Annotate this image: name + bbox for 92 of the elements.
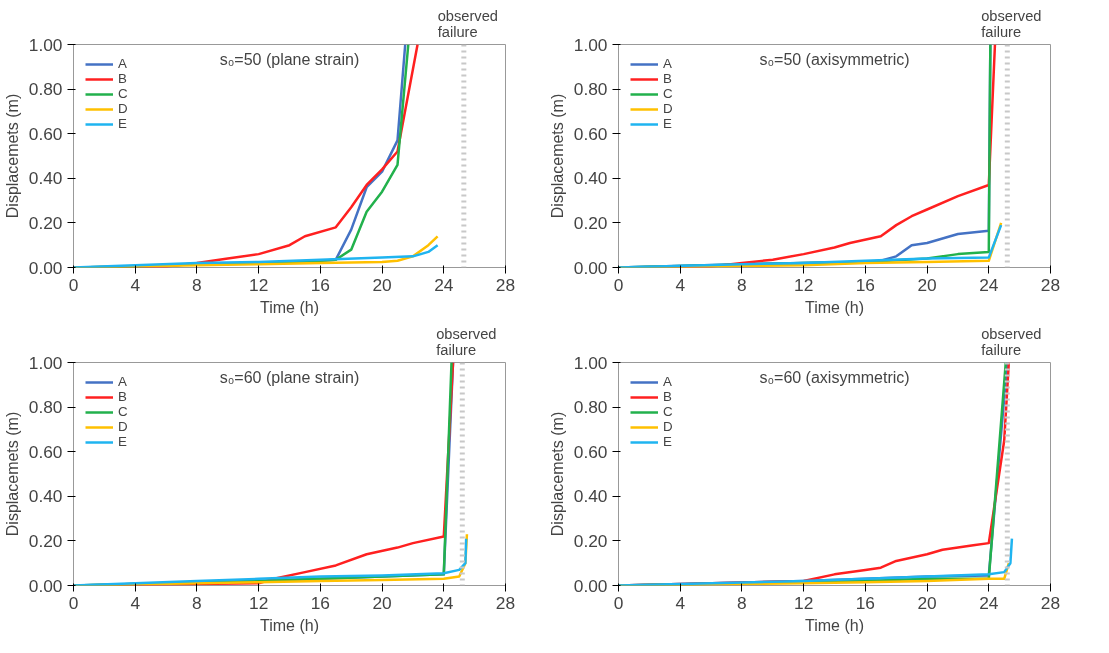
y-axis-title: Displacemets (m) <box>3 93 21 219</box>
y-axis-title: Displacemets (m) <box>548 411 566 537</box>
y-tick-label: 0.60 <box>28 441 63 462</box>
legend-label: C <box>118 86 129 101</box>
x-tick-label: 24 <box>979 592 999 613</box>
x-tick-label: 28 <box>495 592 516 613</box>
legend-label: C <box>118 404 129 419</box>
x-tick-label: 4 <box>130 592 141 613</box>
x-tick-label: 16 <box>855 592 875 613</box>
y-axis-title: Displacemets (m) <box>548 93 566 219</box>
x-tick-label: 12 <box>249 592 269 613</box>
chart-title: s₀=60 (axisymmetric) <box>759 368 910 386</box>
chart-title: s₀=60 (plane strain) <box>219 368 360 386</box>
x-tick-label: 16 <box>310 592 330 613</box>
x-tick-label: 24 <box>979 274 999 295</box>
ref-line-label: observed failure <box>436 325 497 358</box>
legend-label: A <box>663 56 673 71</box>
x-tick-label: 0 <box>68 592 79 613</box>
ref-line-label: observed failure <box>437 7 498 40</box>
x-tick-label: 20 <box>917 274 937 295</box>
x-tick-label: 4 <box>675 592 686 613</box>
y-tick-label: 0.80 <box>28 79 63 100</box>
legend-label: D <box>663 419 674 434</box>
legend-label: E <box>118 116 128 131</box>
y-tick-label: 0.80 <box>573 79 608 100</box>
y-tick-label: 0.20 <box>28 212 63 233</box>
x-tick-label: 12 <box>794 274 814 295</box>
legend-label: B <box>118 389 128 404</box>
y-tick-label: 0.00 <box>573 257 608 278</box>
legend-label: C <box>663 86 674 101</box>
x-tick-label: 12 <box>249 274 269 295</box>
x-axis-title: Time (h) <box>260 616 319 634</box>
legend-label: E <box>663 116 673 131</box>
x-tick-label: 0 <box>613 274 624 295</box>
chart-title: s₀=50 (plane strain) <box>219 50 360 68</box>
x-axis-title: Time (h) <box>805 616 864 634</box>
chart-title: s₀=50 (axisymmetric) <box>759 50 910 68</box>
legend-label: D <box>118 419 129 434</box>
y-tick-label: 0.40 <box>28 168 63 189</box>
legend-label: E <box>663 434 673 449</box>
y-tick-label: 0.60 <box>28 123 63 144</box>
legend-label: A <box>663 374 673 389</box>
legend-label: D <box>118 101 129 116</box>
x-axis-title: Time (h) <box>805 298 864 316</box>
legend-label: A <box>118 56 128 71</box>
x-tick-label: 28 <box>1040 592 1061 613</box>
y-tick-label: 0.60 <box>573 441 608 462</box>
y-tick-label: 0.60 <box>573 123 608 144</box>
y-tick-label: 0.20 <box>28 530 63 551</box>
x-tick-label: 12 <box>794 592 814 613</box>
x-tick-label: 20 <box>372 274 392 295</box>
y-tick-label: 0.20 <box>573 212 608 233</box>
x-axis-title: Time (h) <box>260 298 319 316</box>
y-tick-label: 0.40 <box>28 486 63 507</box>
legend-label: B <box>663 71 673 86</box>
x-tick-label: 8 <box>737 274 747 295</box>
x-tick-label: 20 <box>917 592 937 613</box>
y-tick-label: 0.80 <box>573 397 608 418</box>
x-tick-label: 4 <box>130 274 141 295</box>
x-tick-label: 20 <box>372 592 392 613</box>
y-tick-label: 1.00 <box>573 34 608 55</box>
x-tick-label: 4 <box>675 274 686 295</box>
legend-label: A <box>118 374 128 389</box>
y-tick-label: 0.00 <box>28 575 63 596</box>
ref-line-label: observed failure <box>981 325 1042 358</box>
legend-label: C <box>663 404 674 419</box>
legend-label: E <box>118 434 128 449</box>
x-tick-label: 28 <box>1040 274 1061 295</box>
legend-label: B <box>663 389 673 404</box>
x-tick-label: 8 <box>192 592 202 613</box>
x-tick-label: 24 <box>434 274 454 295</box>
x-tick-label: 8 <box>737 592 747 613</box>
x-tick-label: 8 <box>192 274 202 295</box>
x-tick-label: 0 <box>68 274 79 295</box>
legend-label: D <box>663 101 674 116</box>
y-tick-label: 0.40 <box>573 168 608 189</box>
x-tick-label: 16 <box>310 274 330 295</box>
y-axis-title: Displacemets (m) <box>3 411 21 537</box>
y-tick-label: 0.80 <box>28 397 63 418</box>
y-tick-label: 1.00 <box>28 352 63 373</box>
y-tick-label: 0.20 <box>573 530 608 551</box>
x-tick-label: 0 <box>613 592 624 613</box>
y-tick-label: 1.00 <box>28 34 63 55</box>
y-tick-label: 1.00 <box>573 352 608 373</box>
y-tick-label: 0.00 <box>573 575 608 596</box>
ref-line-label: observed failure <box>981 7 1042 40</box>
x-tick-label: 24 <box>434 592 454 613</box>
y-tick-label: 0.40 <box>573 486 608 507</box>
legend-label: B <box>118 71 128 86</box>
y-tick-label: 0.00 <box>28 257 63 278</box>
x-tick-label: 28 <box>495 274 516 295</box>
x-tick-label: 16 <box>855 274 875 295</box>
